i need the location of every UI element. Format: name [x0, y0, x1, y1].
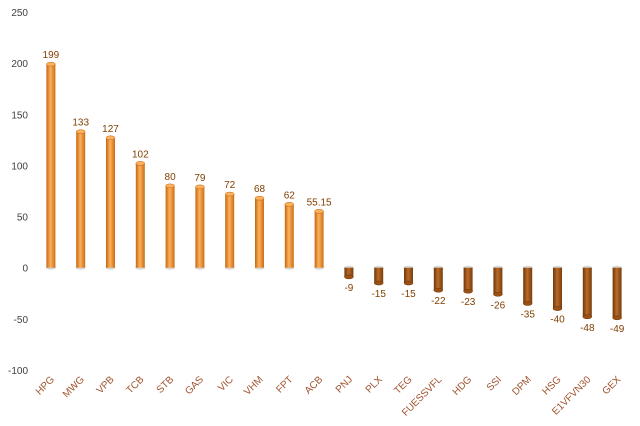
bar-cap: [314, 209, 324, 214]
y-tick-label: -100: [8, 366, 28, 377]
data-label: -22: [431, 296, 446, 307]
y-tick-label: 50: [17, 213, 29, 224]
data-label: -15: [371, 289, 386, 300]
bar-cap: [582, 314, 593, 320]
bar-cap: [165, 183, 175, 189]
bar: [314, 211, 324, 268]
category-label: VHM: [242, 374, 266, 398]
data-label: -23: [461, 297, 476, 308]
bar: [225, 194, 235, 268]
category-label: DPM: [510, 374, 534, 398]
data-label: -15: [401, 289, 416, 300]
bar: [404, 267, 413, 284]
data-label: 62: [284, 190, 296, 201]
data-label: 55.15: [307, 197, 332, 208]
bar-cap: [373, 280, 384, 286]
bar-cap: [403, 280, 414, 286]
y-tick-label: 150: [11, 110, 28, 121]
data-label: -35: [520, 310, 535, 321]
data-label: -9: [344, 283, 353, 294]
data-label: 72: [224, 180, 236, 191]
bar-cap: [463, 288, 473, 294]
bar-cap: [433, 287, 444, 293]
bar-cap: [105, 135, 116, 141]
bar: [493, 267, 503, 295]
data-label: 80: [165, 172, 177, 183]
bar: [463, 267, 473, 292]
data-label: -26: [491, 300, 506, 311]
category-label: PLX: [364, 374, 385, 395]
y-tick-label: 250: [11, 8, 28, 19]
bar-cap: [552, 306, 563, 311]
bar: [433, 267, 443, 291]
bar-cap: [493, 292, 503, 297]
data-label: 102: [132, 149, 149, 160]
bar-cap: [612, 315, 622, 321]
category-label: GAS: [183, 374, 206, 397]
category-label: VIC: [216, 374, 236, 394]
category-label: HSG: [541, 374, 564, 397]
bar-cap: [344, 274, 354, 280]
bar-cap: [254, 195, 265, 201]
bar: [46, 64, 56, 268]
y-tick-label: 0: [22, 264, 28, 275]
category-label: HPG: [34, 374, 57, 397]
bar: [374, 267, 384, 284]
y-tick-label: 100: [11, 161, 28, 172]
category-label: GEX: [601, 374, 624, 397]
category-label: VPB: [95, 374, 117, 396]
bar-cap: [46, 61, 56, 67]
data-labels: 199 133 127 102 80 79 72 68 62 55.15 -9 -15 -15 -22 -2…: [43, 50, 625, 335]
bar-cap: [195, 184, 205, 190]
y-tick-label: 200: [11, 59, 28, 70]
bar: [135, 163, 145, 268]
category-label: FPT: [274, 374, 295, 395]
bar-cap: [135, 161, 146, 166]
bar: [612, 267, 622, 318]
y-tick-label: -50: [14, 315, 29, 326]
data-label: 68: [254, 184, 266, 195]
bar: [582, 267, 592, 317]
category-label: SSI: [485, 374, 504, 393]
data-label: -49: [610, 324, 625, 335]
bar-cap: [224, 191, 235, 197]
bar: [255, 198, 264, 268]
data-label: 199: [43, 50, 60, 61]
zero-baseline: [45, 265, 623, 270]
data-label: 133: [72, 118, 89, 129]
bars: [46, 61, 622, 321]
y-axis: -100 -50 0 50 100 150 200 250: [8, 8, 28, 377]
bar: [344, 267, 354, 277]
bar-cap: [522, 301, 533, 306]
bar: [106, 137, 115, 268]
category-label: MWG: [61, 374, 87, 400]
data-label: -48: [580, 323, 595, 334]
bar: [195, 186, 205, 268]
bar-cap: [284, 202, 295, 207]
category-label: PNJ: [334, 374, 355, 395]
data-label: 79: [194, 173, 206, 184]
category-label: STB: [155, 374, 177, 396]
bar: [165, 185, 175, 268]
category-label: HDG: [451, 374, 475, 398]
bar: [76, 131, 86, 268]
bar: [523, 267, 533, 304]
category-label: TCB: [125, 374, 147, 396]
bar: [284, 204, 294, 268]
data-label: 127: [102, 124, 119, 135]
category-label: TEG: [392, 374, 414, 396]
x-axis: HPG MWG VPB TCB STB GAS VIC VHM FPT ACB PNJ PLX TEGF…: [34, 374, 624, 419]
category-label: ACB: [303, 374, 326, 397]
data-label: -40: [550, 315, 565, 326]
bar-cap: [75, 129, 86, 134]
bar: [553, 267, 562, 309]
